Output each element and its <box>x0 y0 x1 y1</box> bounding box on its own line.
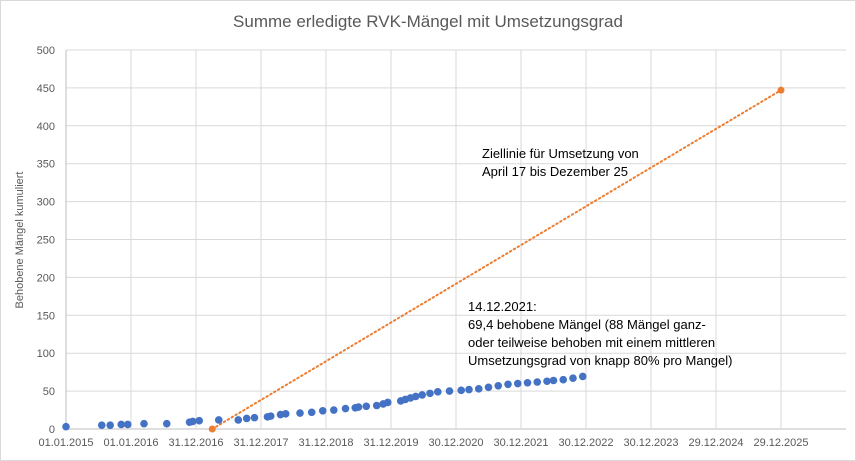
data-point <box>543 377 551 386</box>
y-tick-label: 400 <box>37 121 55 133</box>
y-tick-label: 0 <box>49 424 55 436</box>
data-point <box>484 383 493 392</box>
x-tick-label: 31.12.2016 <box>168 437 223 449</box>
x-axis-ticks: 01.01.2015 01.01.2016 31.12.2016 31.12.2017… <box>38 437 808 449</box>
y-axis-ticks: 0 50 100 150 200 250 300 350 400 450 500 <box>37 45 55 436</box>
x-tick-label: 30.12.2021 <box>493 437 548 449</box>
target-point <box>777 86 785 94</box>
data-point <box>341 404 350 413</box>
data-point <box>250 413 259 422</box>
x-tick-label: 01.01.2015 <box>38 437 93 449</box>
actual-series <box>62 372 587 431</box>
target-line-series <box>208 86 785 433</box>
y-tick-label: 500 <box>37 45 55 57</box>
data-point <box>549 376 558 385</box>
target-point <box>208 425 216 433</box>
data-point <box>307 408 316 417</box>
data-point <box>281 410 290 418</box>
y-tick-label: 100 <box>37 348 55 360</box>
data-point <box>445 387 454 395</box>
data-point <box>62 422 70 431</box>
data-point <box>513 379 522 388</box>
data-point <box>140 419 148 428</box>
data-point <box>214 416 223 424</box>
y-tick-label: 300 <box>37 197 55 209</box>
y-tick-label: 50 <box>43 386 55 398</box>
data-point <box>434 388 442 396</box>
annotation-target-line: Ziellinie für Umsetzung von April 17 bis… <box>482 146 639 179</box>
data-point <box>188 417 197 426</box>
gridlines <box>65 49 846 430</box>
x-tick-label: 30.12.2023 <box>623 437 678 449</box>
data-point <box>117 420 126 429</box>
data-point <box>494 381 503 390</box>
y-tick-label: 250 <box>37 235 55 247</box>
x-tick-label: 31.12.2018 <box>298 437 353 449</box>
y-tick-label: 200 <box>37 272 55 284</box>
data-point <box>474 385 483 393</box>
data-point <box>504 380 512 389</box>
data-point <box>578 372 587 381</box>
data-point <box>418 391 427 399</box>
data-point <box>533 378 542 386</box>
data-point <box>465 385 473 394</box>
data-point <box>457 386 466 395</box>
chart-title: Summe erledigte RVK-Mängel mit Umsetzung… <box>233 12 623 31</box>
data-point <box>372 401 381 410</box>
data-point <box>296 409 304 417</box>
data-point <box>569 374 577 383</box>
x-tick-label: 29.12.2025 <box>753 437 808 449</box>
x-tick-label: 30.12.2022 <box>558 437 613 449</box>
x-tick-label: 29.12.2024 <box>688 437 743 449</box>
y-tick-label: 150 <box>37 310 55 322</box>
data-point <box>266 412 275 420</box>
x-tick-label: 31.12.2017 <box>233 437 288 449</box>
data-point <box>354 403 363 411</box>
data-point <box>330 406 338 414</box>
y-tick-label: 450 <box>37 83 55 95</box>
x-tick-label: 01.01.2016 <box>103 437 158 449</box>
data-point <box>234 416 243 424</box>
data-point <box>523 378 532 387</box>
x-tick-label: 31.12.2019 <box>363 437 418 449</box>
data-point <box>162 419 171 428</box>
data-point <box>195 416 204 425</box>
data-point <box>318 407 327 415</box>
data-point <box>411 392 420 401</box>
data-point <box>383 398 392 407</box>
annotation-status: 14.12.2021: 69,4 behobene Mängel (88 Män… <box>468 299 733 368</box>
y-tick-label: 350 <box>37 159 55 171</box>
data-point <box>362 402 371 411</box>
data-point <box>106 421 114 430</box>
x-tick-label: 30.12.2020 <box>428 437 483 449</box>
data-point <box>426 389 434 398</box>
data-point <box>123 420 132 429</box>
data-point <box>559 375 568 384</box>
data-point <box>97 421 106 430</box>
data-point <box>242 414 251 423</box>
